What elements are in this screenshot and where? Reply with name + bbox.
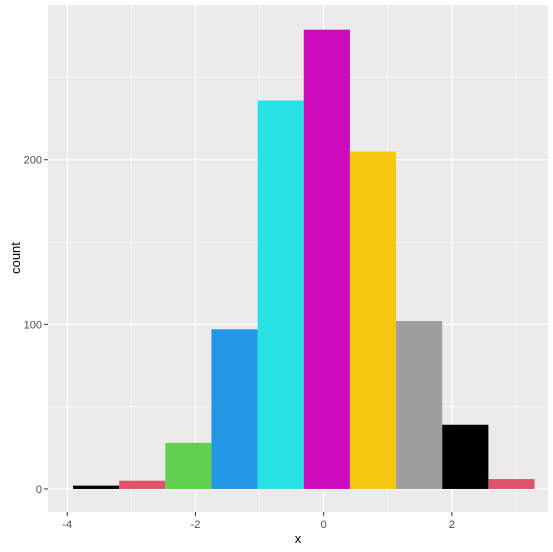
histogram-bar-9: [442, 424, 489, 489]
x-tick-label: -2: [191, 519, 201, 531]
x-axis-ticks: -4 -2 0 2: [62, 512, 455, 531]
histogram-bar-6: [303, 29, 350, 489]
y-tick-label: 0: [36, 484, 42, 496]
x-tick-label: -4: [62, 519, 72, 531]
histogram-bar-1: [73, 485, 120, 489]
histogram-bar-10: [488, 479, 535, 489]
x-axis-title: x: [295, 531, 302, 546]
y-tick-label: 100: [24, 319, 42, 331]
histogram-bar-8: [396, 321, 443, 489]
histogram-bar-3: [165, 442, 212, 489]
histogram-bar-2: [119, 480, 166, 489]
bars: [73, 29, 535, 489]
x-tick-label: 2: [449, 519, 455, 531]
y-axis-title: count: [8, 242, 23, 274]
y-tick-label: 200: [24, 155, 42, 167]
histogram-bar-7: [349, 151, 397, 489]
x-tick-label: 0: [321, 519, 327, 531]
y-axis-ticks: 0 100 200: [24, 155, 48, 496]
histogram-bar-5: [257, 100, 304, 489]
histogram-bar-4: [211, 329, 258, 489]
